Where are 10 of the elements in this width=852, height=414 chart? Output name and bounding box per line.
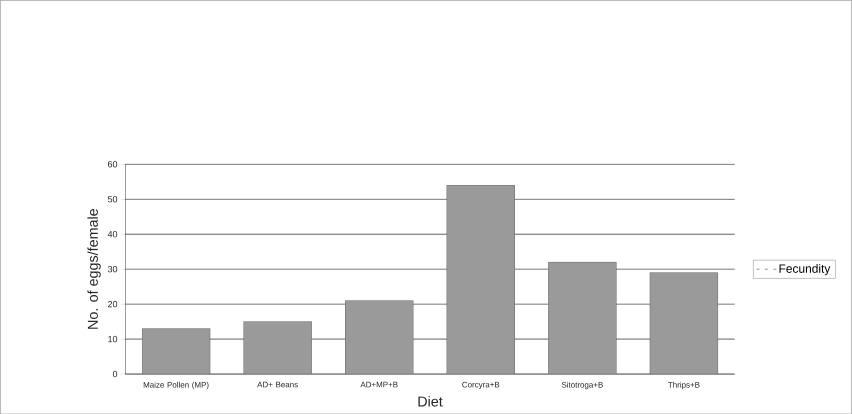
y-tick-label: 50	[108, 196, 118, 202]
y-tick-label: 60	[108, 160, 118, 168]
y-tick-label: 40	[108, 230, 118, 238]
x-axis-title: Diet	[418, 396, 443, 406]
legend-label: Fecundity	[780, 264, 830, 276]
y-tick-label: 20	[108, 300, 118, 308]
y-axis-title: No. of eggs/female	[87, 208, 101, 329]
y-tick-label: 0	[112, 370, 118, 378]
y-tick-label: 10	[108, 336, 118, 342]
y-tick-label: 30	[108, 266, 118, 272]
